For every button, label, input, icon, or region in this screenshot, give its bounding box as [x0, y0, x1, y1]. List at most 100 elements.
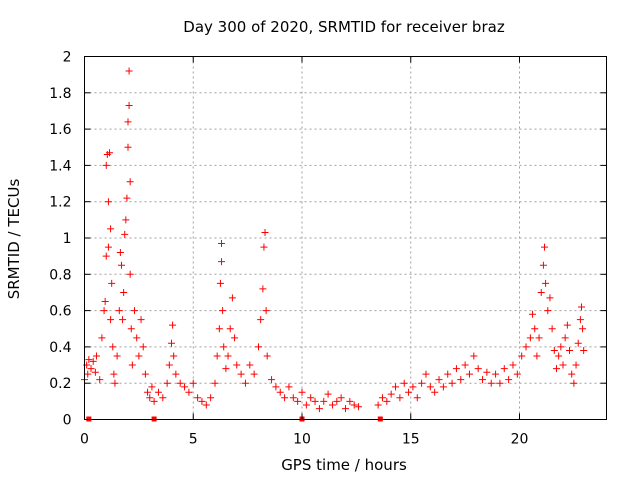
- y-tick-label: 0.6: [49, 304, 71, 320]
- data-point: [479, 376, 487, 384]
- data-point: [101, 298, 109, 306]
- data-point: [426, 383, 434, 391]
- data-point: [422, 370, 430, 378]
- data-point: [470, 352, 478, 360]
- data-point: [137, 316, 145, 324]
- grid-layer: [84, 56, 607, 420]
- y-tick-label: 1.6: [49, 122, 71, 138]
- y-tick-label: 0.2: [49, 376, 71, 392]
- x-tick-label: 0: [80, 432, 89, 448]
- data-point: [106, 149, 114, 157]
- data-point: [124, 143, 132, 151]
- y-tick-label: 0.8: [49, 267, 71, 283]
- data-point: [127, 325, 135, 333]
- data-point: [439, 383, 447, 391]
- data-point: [378, 394, 386, 402]
- data-point: [213, 352, 221, 360]
- data-point: [119, 316, 127, 324]
- data-point: [337, 394, 345, 402]
- data-point: [262, 307, 270, 315]
- data-point: [218, 258, 226, 266]
- data-point: [342, 405, 349, 413]
- data-point: [555, 352, 563, 360]
- data-point: [533, 352, 541, 360]
- data-point: [218, 239, 226, 247]
- data-point: [413, 394, 421, 402]
- data-point: [452, 365, 460, 373]
- x-axis-label: GPS time / hours: [281, 456, 407, 474]
- data-point: [561, 334, 569, 342]
- data-point: [355, 403, 363, 411]
- axis-ticks: 0 5 10 15 20 0 0.2 0.4 0.6 0.8 1 1.2 1.4 1.6 1.8 2: [49, 50, 607, 448]
- data-point: [298, 388, 306, 396]
- data-point: [126, 178, 134, 186]
- data-point: [509, 361, 517, 369]
- data-point: [102, 161, 110, 169]
- data-point: [289, 394, 297, 402]
- data-point: [311, 397, 319, 405]
- data-point: [219, 307, 227, 315]
- data-point: [123, 194, 131, 202]
- data-point: [202, 401, 210, 409]
- y-tick-label: 1.2: [49, 195, 71, 211]
- data-point: [194, 394, 202, 402]
- data-point: [224, 352, 232, 360]
- data-point: [159, 394, 167, 402]
- data-point: [577, 303, 585, 311]
- data-point: [98, 334, 106, 342]
- data-point: [535, 334, 543, 342]
- data-point: [542, 279, 550, 287]
- data-point: [107, 316, 115, 324]
- data-point: [557, 343, 565, 351]
- data-point: [141, 370, 149, 378]
- data-point: [302, 401, 310, 409]
- data-point: [128, 361, 136, 369]
- data-point: [104, 198, 112, 206]
- data-point: [135, 352, 143, 360]
- data-point: [409, 383, 417, 391]
- data-point: [539, 261, 547, 269]
- data-point: [457, 376, 465, 384]
- data-point: [215, 325, 223, 333]
- data-point: [541, 243, 549, 251]
- data-point: [148, 383, 156, 391]
- data-point: [125, 102, 133, 110]
- y-tick-label: 1.8: [49, 86, 71, 102]
- data-point: [87, 365, 95, 373]
- data-point: [474, 365, 482, 373]
- y-axis-label: SRMTID / TECUs: [5, 179, 23, 300]
- data-point: [176, 379, 184, 387]
- data-point: [257, 316, 265, 324]
- data-point: [546, 294, 554, 302]
- data-point: [102, 252, 110, 260]
- data-point: [307, 394, 315, 402]
- data-point: [552, 365, 560, 373]
- data-point: [169, 321, 177, 329]
- data-point: [526, 334, 534, 342]
- data-point: [211, 379, 219, 387]
- data-point: [222, 365, 230, 373]
- data-point: [544, 307, 552, 315]
- data-point: [272, 383, 280, 391]
- data-point: [189, 379, 197, 387]
- y-tick-label: 0.4: [49, 340, 71, 356]
- data-point: [531, 325, 539, 333]
- data-point: [572, 361, 580, 369]
- data-point: [431, 388, 439, 396]
- data-point: [448, 379, 456, 387]
- data-point: [374, 401, 382, 409]
- x-tick-label: 15: [402, 432, 420, 448]
- data-point: [383, 397, 391, 405]
- data-point: [418, 379, 426, 387]
- data-point: [116, 249, 124, 257]
- data-point: [250, 370, 258, 378]
- data-point: [324, 390, 332, 398]
- data-point: [120, 288, 128, 296]
- data-point: [537, 288, 545, 296]
- data-point: [396, 394, 404, 402]
- data-point: [328, 401, 336, 409]
- data-point: [548, 325, 556, 333]
- data-point: [435, 376, 443, 384]
- data-point: [387, 390, 395, 398]
